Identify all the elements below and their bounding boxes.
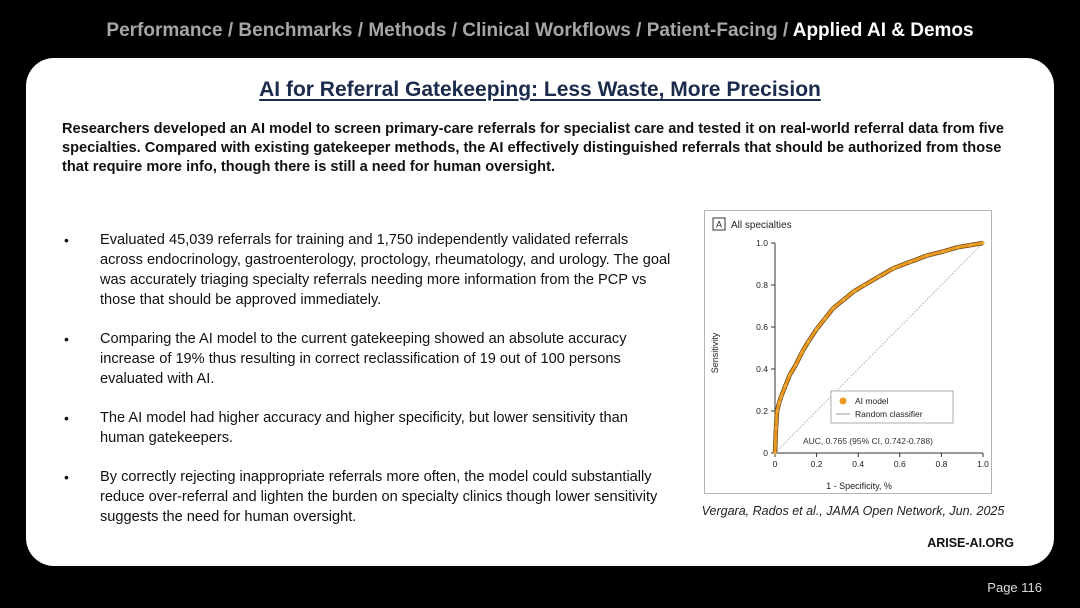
breadcrumb-separator: / [222,20,239,41]
breadcrumb: Performance / Benchmarks / Methods / Cli… [0,20,1080,42]
series-ai-model-point [787,373,792,377]
bullet-item: • Evaluated 45,039 referrals for training… [62,230,672,310]
bullet-list: • Evaluated 45,039 referrals for training… [62,230,672,546]
x-tick-label: 1.0 [977,459,989,469]
x-tick-label: 0.2 [811,459,823,469]
breadcrumb-item-performance[interactable]: Performance [106,20,223,41]
legend-label-ai-model: AI model [855,396,889,406]
y-tick-label: 0.4 [756,364,768,374]
bullet-text: The AI model had higher accuracy and hig… [100,410,628,446]
bullet-dot-icon: • [64,410,69,426]
bullet-dot-icon: • [64,469,69,485]
page-number: Page 116 [987,580,1042,595]
series-ai-model-point [831,306,835,310]
x-tick-label: 0.6 [894,459,906,469]
legend-ai-model-icon [839,397,847,405]
x-axis-label: 1 - Specificity, % [826,481,892,491]
breadcrumb-item-patient-facing[interactable]: Patient-Facing [646,20,778,41]
series-ai-model-point [777,401,781,405]
series-ai-model-point [794,363,798,367]
series-ai-model-point [956,245,960,249]
series-ai-model-point [842,298,846,302]
series-ai-model-point [800,350,804,354]
series-random-classifier-line [774,242,984,454]
breadcrumb-separator: / [446,20,463,41]
y-tick-label: 0 [763,448,768,458]
series-ai-model-point [783,384,787,388]
legend-box [830,390,954,424]
panel-letter-box [712,217,726,231]
series-ai-model-point [815,327,819,331]
citation: Vergara, Rados et al., JAMA Open Network… [701,504,1005,518]
series-ai-model-point [891,266,896,270]
x-tick-label: 0.8 [935,459,947,469]
bullet-item: • By correctly rejecting inappropriate re… [62,467,672,527]
series-ai-model-point [779,394,783,398]
bullet-item: • Comparing the AI model to the current g… [62,329,672,389]
series-ai-model-point [968,243,973,247]
breadcrumb-current: Applied AI & Demos [792,20,974,41]
series-ai-model-point [773,451,777,455]
series-ai-model-point [925,254,929,258]
bullet-dot-icon: • [64,232,69,248]
series-ai-model-point [774,426,778,430]
slide-summary: Researchers developed an AI model to scr… [62,121,1004,175]
series-ai-model-point [908,260,912,264]
breadcrumb-item-methods[interactable]: Methods [368,20,447,41]
y-tick-label: 0.6 [756,322,768,332]
series-ai-model-point [806,340,810,344]
roc-chart-svg: A All specialties 00 0.2 0.2 0.4 0.4 0.6 0.6 0.… [710,217,989,491]
series-ai-model-point [852,289,856,293]
bullet-text: Comparing the AI model to the current ga… [100,331,627,387]
breadcrumb-item-clinical-workflows[interactable]: Clinical Workflows [462,20,631,41]
series-ai-model-point [981,241,985,245]
breadcrumb-separator: / [777,20,793,41]
y-axis-label: Sensitivity [710,332,720,373]
slide-card: AI for Referral Gatekeeping: Less Waste,… [26,58,1054,566]
bullet-text: Evaluated 45,039 referrals for training … [100,232,671,308]
y-tick-label: 1.0 [756,238,768,248]
roc-chart: A All specialties 0 0 0.2 0.2 0.4 0.4 0.6 0.6 0.… [704,210,992,494]
bullet-item: • The AI model had higher accuracy and hi… [62,408,672,448]
breadcrumb-item-benchmarks[interactable]: Benchmarks [238,20,353,41]
breadcrumb-separator: / [352,20,369,41]
slide-title: AI for Referral Gatekeeping: Less Waste,… [259,78,821,101]
series-ai-model-point [775,409,779,413]
legend-label-random-classifier: Random classifier [855,409,923,419]
x-tick-label: 0.4 [852,459,864,469]
series-ai-model-point [941,249,946,253]
bullet-dot-icon: • [64,331,69,347]
breadcrumb-separator: / [630,20,647,41]
series-ai-model-point [823,317,827,321]
series-ai-model-point [862,283,867,287]
brand-logo-text[interactable]: ARISE-AI.ORG [927,536,1014,550]
y-tick-label: 0.8 [756,280,768,290]
auc-annotation: AUC, 0.765 (95% CI, 0.742-0.788) [803,436,933,446]
x-tick-label: 0 [773,459,778,469]
series-ai-model-point [877,275,881,279]
panel-letter: A [716,220,722,230]
bullet-text: By correctly rejecting inappropriate ref… [100,469,658,525]
y-tick-label: 0.2 [756,406,768,416]
chart-title: All specialties [731,220,792,231]
